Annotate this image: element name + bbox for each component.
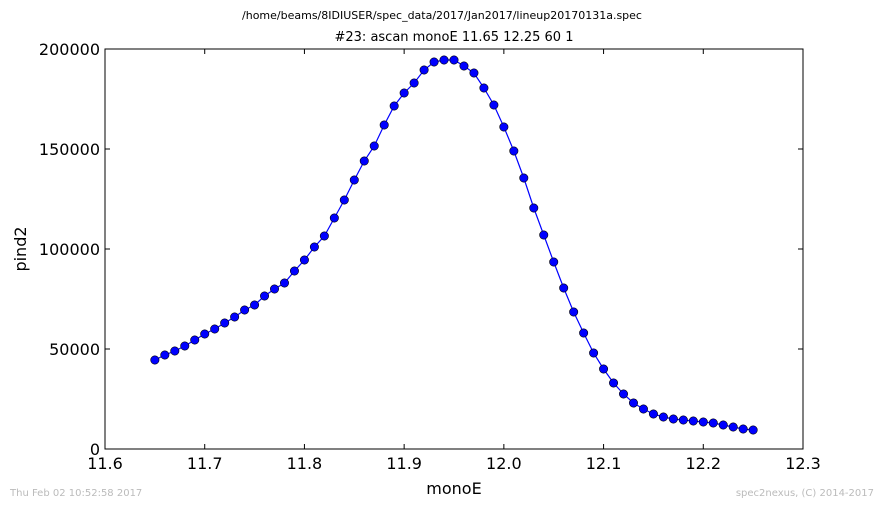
data-point (658, 412, 668, 422)
data-point (539, 230, 549, 240)
data-point (648, 409, 658, 419)
data-point (708, 418, 718, 428)
data-point (299, 255, 309, 265)
data-point (668, 414, 678, 424)
data-point (339, 195, 349, 205)
axis-tick-labels: 11.6 11.7 11.8 11.9 12.0 12.1 12.2 12.3 0 50000 10… (39, 40, 821, 473)
data-point (329, 213, 339, 223)
data-point (220, 318, 230, 328)
x-axis-label: monoE (426, 479, 481, 498)
chart-title: #23: ascan monoE 11.65 12.25 60 1 (334, 30, 574, 45)
series-line (154, 59, 754, 431)
y-tick-label: 150000 (39, 140, 100, 159)
data-point (678, 415, 688, 425)
data-point (190, 335, 200, 345)
data-point (349, 175, 359, 185)
x-tick-label: 12.0 (486, 454, 522, 473)
x-tick-label: 11.7 (187, 454, 223, 473)
data-point (469, 68, 479, 78)
data-point (240, 305, 250, 315)
x-tick-label: 11.9 (386, 454, 422, 473)
data-point (379, 120, 389, 130)
data-point (579, 328, 589, 338)
data-point (250, 300, 260, 310)
data-point (519, 173, 529, 183)
x-tick-label: 12.3 (785, 454, 821, 473)
data-point (628, 398, 638, 408)
data-point (319, 231, 329, 241)
data-point (718, 420, 728, 430)
data-point (529, 203, 539, 213)
data-point (439, 55, 449, 65)
data-point (170, 346, 180, 356)
timestamp-footer: Thu Feb 02 10:52:58 2017 (10, 488, 143, 499)
data-point (489, 100, 499, 110)
file-path-header: /home/beams/8IDIUSER/spec_data/2017/Jan2… (242, 9, 642, 22)
data-point (589, 348, 599, 358)
plot-frame (104, 48, 804, 450)
x-tick-label: 12.1 (586, 454, 622, 473)
data-point (449, 55, 459, 65)
data-point (230, 312, 240, 322)
data-point (359, 156, 369, 166)
data-point (409, 78, 419, 88)
data-point (210, 324, 220, 334)
y-tick-label: 100000 (39, 240, 100, 259)
data-point (559, 283, 569, 293)
data-point (619, 389, 629, 399)
x-tick-label: 11.6 (87, 454, 123, 473)
y-axis-label: pind2 (11, 226, 30, 271)
credit-footer: spec2nexus, (C) 2014-2017 (735, 488, 874, 499)
data-point (200, 329, 210, 339)
data-point (309, 242, 319, 252)
data-point (270, 284, 280, 294)
data-point (599, 364, 609, 374)
y-tick-label: 0 (90, 440, 100, 459)
data-point (279, 278, 289, 288)
x-tick-label: 11.8 (287, 454, 323, 473)
data-point (150, 355, 160, 365)
data-point (569, 307, 579, 317)
data-point (399, 88, 409, 98)
axis-ticks (104, 48, 804, 450)
data-point (429, 57, 439, 67)
data-point (289, 266, 299, 276)
x-tick-label: 12.2 (685, 454, 721, 473)
data-point (688, 416, 698, 426)
data-point (549, 257, 559, 267)
data-point (728, 422, 738, 432)
data-point (738, 424, 748, 434)
data-point (748, 425, 758, 435)
data-point (389, 101, 399, 111)
y-tick-label: 50000 (49, 340, 100, 359)
data-point (638, 404, 648, 414)
data-point (509, 146, 519, 156)
data-point (499, 122, 509, 132)
data-point (160, 350, 170, 360)
data-point (479, 83, 489, 93)
data-point (419, 65, 429, 75)
data-point (180, 341, 190, 351)
data-point (609, 378, 619, 388)
data-point (698, 417, 708, 427)
data-point (260, 291, 270, 301)
data-point (369, 141, 379, 151)
data-point (459, 61, 469, 71)
series-markers (150, 55, 758, 435)
y-tick-label: 200000 (39, 40, 100, 59)
